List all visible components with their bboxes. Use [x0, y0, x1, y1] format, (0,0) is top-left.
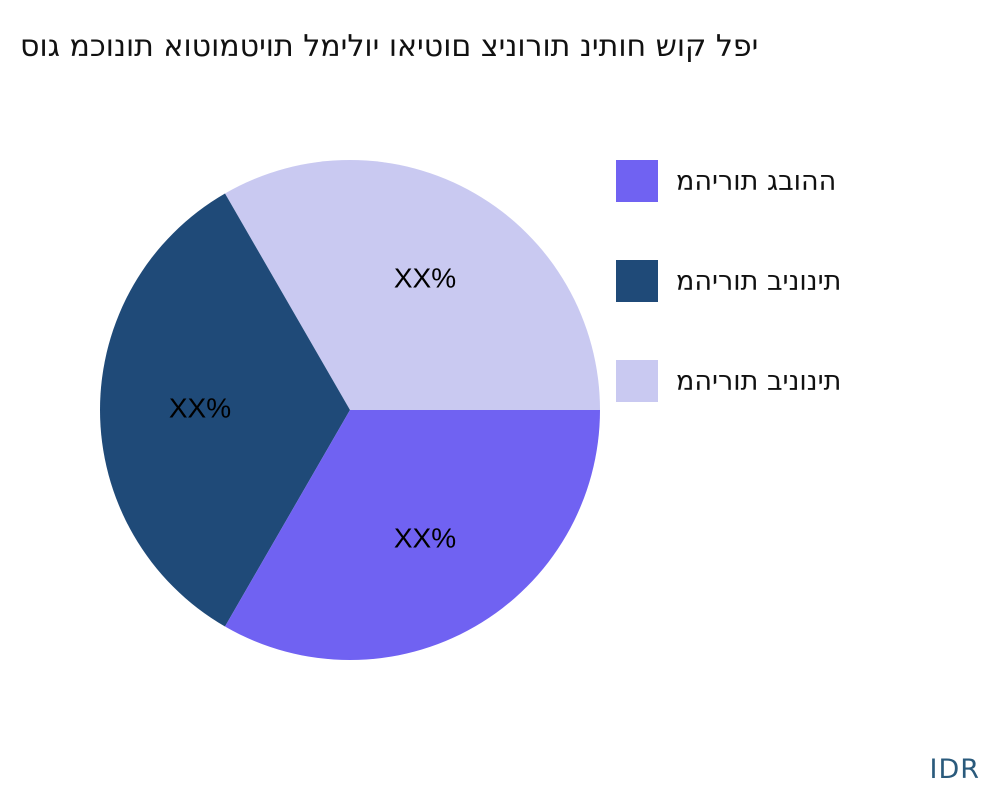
- slice-data-label-2: XX%: [169, 392, 231, 423]
- slice-data-label-3: XX%: [394, 522, 456, 553]
- legend-item-1: ההובג תוריהמ: [616, 160, 841, 202]
- legend-swatch-1: [616, 160, 658, 202]
- legend-swatch-3: [616, 360, 658, 402]
- legend: ההובג תוריהמ תינוניב תוריהמ תינוניב תורי…: [616, 160, 841, 460]
- pie-slice-3: [225, 410, 600, 661]
- pie-slices: [100, 159, 600, 661]
- legend-item-3: תינוניב תוריהמ: [616, 360, 841, 402]
- legend-item-2: תינוניב תוריהמ: [616, 260, 841, 302]
- legend-label-3: תינוניב תוריהמ: [676, 365, 842, 397]
- chart-title: יפל קוש חותינ תורוניצ םוטיאו יולימל תויט…: [20, 29, 759, 64]
- legend-swatch-2: [616, 260, 658, 302]
- pie-slice-1: [225, 159, 600, 410]
- slice-data-label-1: XX%: [394, 262, 456, 293]
- source-logo: IDR: [929, 754, 980, 785]
- legend-label-2: תינוניב תוריהמ: [676, 265, 842, 297]
- pie-data-labels: XX% XX% XX%: [169, 262, 456, 553]
- legend-label-1: ההובג תוריהמ: [676, 165, 837, 197]
